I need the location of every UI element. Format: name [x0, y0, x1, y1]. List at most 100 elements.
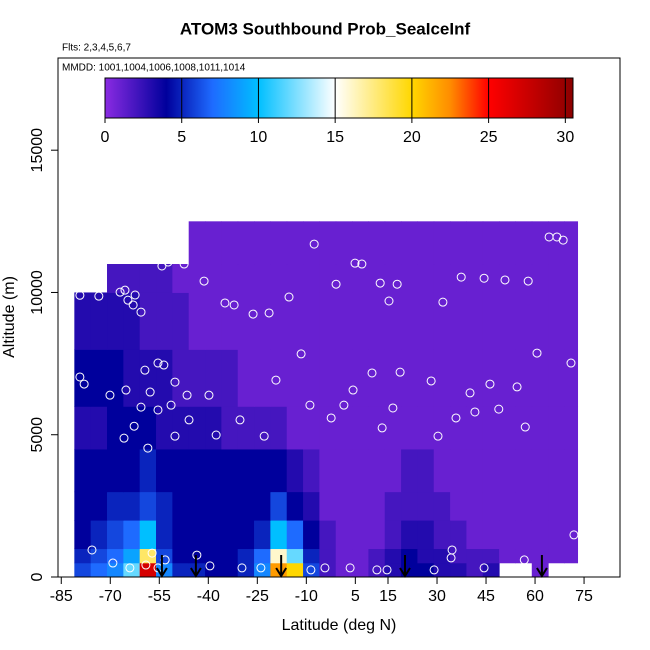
heat-cell — [188, 562, 206, 578]
heat-cell — [188, 520, 206, 550]
flight-point — [166, 400, 176, 410]
heat-cell — [188, 406, 206, 450]
heat-cell — [335, 448, 353, 493]
flight-point — [119, 433, 129, 443]
flight-point — [367, 368, 377, 378]
heat-cell — [286, 292, 304, 350]
flight-point — [271, 375, 281, 385]
heat-cell — [531, 349, 549, 407]
heat-cell — [450, 349, 467, 407]
heat-cell — [531, 448, 549, 493]
heat-cell — [548, 406, 565, 450]
heat-cell — [205, 448, 222, 493]
heat-cell — [107, 448, 124, 493]
flight-point — [123, 295, 133, 305]
flight-point — [326, 413, 336, 423]
heat-cell — [335, 292, 353, 350]
heat-cell — [564, 548, 579, 564]
flight-point — [345, 563, 355, 573]
heat-cell — [335, 491, 353, 521]
heat-cell — [368, 491, 386, 521]
heat-cell — [531, 520, 549, 550]
heat-cell — [123, 548, 141, 564]
heat-cell — [401, 406, 418, 450]
heat-cell — [90, 448, 108, 493]
colorbar-tick-label: 15 — [326, 129, 344, 146]
heat-cell — [548, 491, 565, 521]
flight-point — [145, 387, 155, 397]
heat-cell — [254, 264, 271, 293]
heat-cell — [384, 292, 402, 350]
arrow-head — [399, 567, 411, 578]
heat-cell — [450, 292, 467, 350]
heat-cell — [564, 349, 579, 407]
heat-cell — [254, 406, 271, 450]
heat-cell — [433, 520, 451, 550]
heat-cell — [303, 349, 320, 407]
flight-point — [494, 404, 504, 414]
heat-cell — [433, 349, 451, 407]
heat-cell — [352, 406, 369, 450]
heat-cell — [156, 264, 173, 293]
heat-cell — [384, 520, 402, 550]
heat-cell — [450, 221, 467, 265]
heat-cell — [319, 448, 337, 493]
heat-cell — [303, 406, 320, 450]
flight-point — [204, 390, 214, 400]
heat-cell — [466, 264, 484, 293]
heat-cell — [123, 448, 141, 493]
heat-cell — [254, 548, 271, 564]
heat-cell — [564, 406, 579, 450]
heat-cell — [107, 406, 124, 450]
heat-cell — [270, 491, 288, 521]
colorbar — [104, 77, 574, 119]
heat-cell — [499, 491, 516, 521]
flight-point — [569, 530, 579, 540]
flight-point — [94, 291, 104, 301]
heat-cell — [368, 548, 386, 564]
flight-point — [75, 372, 85, 382]
heat-cell — [499, 448, 516, 493]
heat-cell — [384, 548, 402, 564]
heat-cell — [221, 562, 239, 578]
heat-cell — [107, 491, 124, 521]
flight-point — [237, 563, 247, 573]
flight-point — [348, 385, 358, 395]
heat-cell — [548, 548, 565, 564]
heat-cell — [221, 264, 239, 293]
heat-cell — [286, 520, 304, 550]
heat-cell — [368, 292, 386, 350]
heat-cell — [205, 548, 222, 564]
heat-cell — [123, 520, 141, 550]
heat-cell — [270, 548, 288, 564]
heat-cell — [335, 406, 353, 450]
heat-cell — [548, 264, 565, 293]
heat-cell — [74, 292, 92, 350]
heat-cell — [237, 292, 255, 350]
flight-point — [105, 390, 115, 400]
heat-cell — [531, 264, 549, 293]
heat-cell — [156, 349, 173, 407]
heat-cell — [90, 520, 108, 550]
heat-cell — [172, 406, 190, 450]
flight-point — [170, 377, 180, 387]
heat-cell — [564, 491, 579, 521]
flight-point — [465, 388, 475, 398]
x-tick-label: 45 — [477, 588, 495, 605]
heat-cell — [433, 292, 451, 350]
x-axis-label: Latitude (deg N) — [282, 617, 397, 634]
heat-cell — [270, 221, 288, 265]
heat-cell — [237, 562, 255, 578]
heat-cell — [74, 491, 92, 521]
heat-cell — [482, 406, 500, 450]
heat-cell — [352, 491, 369, 521]
heat-cell — [123, 491, 141, 521]
heat-cell — [368, 221, 386, 265]
y-axis-label: Altitude (m) — [1, 276, 18, 358]
heat-cell — [564, 520, 579, 550]
heat-cell — [335, 520, 353, 550]
heat-cell — [499, 548, 516, 564]
heat-cell — [188, 221, 206, 265]
heat-cell — [515, 349, 533, 407]
heat-cell — [515, 406, 533, 450]
